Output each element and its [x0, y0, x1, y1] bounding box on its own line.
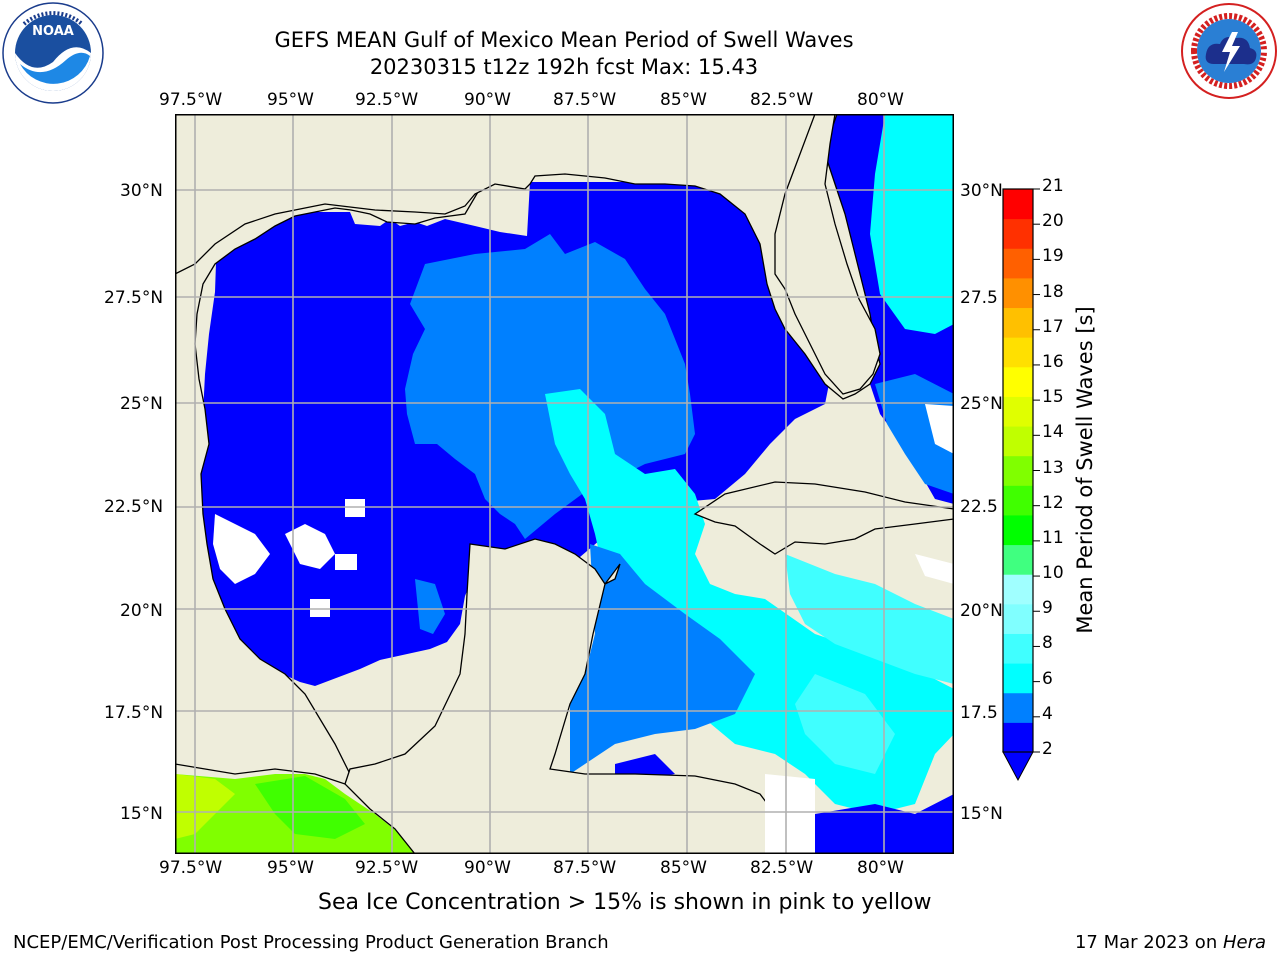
colorbar-svg: [1002, 188, 1040, 782]
lon-label-bottom: 90°W: [464, 858, 511, 878]
colorbar: [1000, 186, 1060, 786]
lat-label-left: 20°N: [120, 601, 163, 621]
colorbar-swatch: [1003, 485, 1033, 516]
colorbar-swatch: [1003, 722, 1033, 753]
footer-date: 17 Mar 2023 on: [1074, 932, 1223, 953]
lon-label-bottom: 85°W: [660, 858, 707, 878]
colorbar-tick: 20: [1042, 211, 1064, 232]
colorbar-swatch: [1003, 633, 1033, 664]
lat-label-left: 25°N: [120, 394, 163, 414]
colorbar-swatch: [1003, 307, 1033, 338]
lon-label-top: 92.5°W: [355, 90, 419, 110]
lat-label-left: 17.5°N: [104, 703, 164, 723]
colorbar-swatch: [1003, 692, 1033, 723]
lon-label-top: 80°W: [857, 90, 904, 110]
map-frame: [175, 114, 954, 854]
colorbar-swatch: [1003, 218, 1033, 249]
gridlines: [175, 114, 954, 854]
colorbar-tick: 6: [1042, 668, 1053, 689]
swell-band-2-4s: [570, 544, 755, 774]
colorbar-tick: 21: [1042, 176, 1064, 196]
colorbar-tick: 14: [1042, 422, 1064, 443]
map-title: GEFS MEAN Gulf of Mexico Mean Period of …: [274, 28, 854, 52]
swell-band-2-4s: [875, 374, 954, 494]
footer-timestamp: 17 Mar 2023 on Hera: [1075, 932, 1266, 953]
svg-text:NOAA: NOAA: [32, 24, 74, 39]
colorbar-tick: 9: [1042, 598, 1053, 619]
colorbar-swatch: [1003, 396, 1033, 427]
colorbar-swatch: [1003, 337, 1033, 368]
map-subtitle: 20230315 t12z 192h fcst Max: 15.43: [369, 55, 759, 79]
map-panel: [174, 65, 1280, 855]
lon-label-top: 95°W: [267, 90, 314, 110]
lat-label-left: 22.5°N: [104, 497, 164, 517]
lon-label-top: 90°W: [464, 90, 511, 110]
colorbar-tick: 18: [1042, 281, 1064, 302]
colorbar-swatch: [1003, 189, 1033, 220]
colorbar-tick: 11: [1042, 527, 1064, 548]
lat-label-left: 30°N: [120, 181, 163, 201]
missing-data-patches: [213, 404, 954, 854]
colorbar-tick: 15: [1042, 387, 1064, 408]
lat-label-left: 15°N: [120, 804, 163, 824]
swell-band-4-6s: [870, 114, 954, 334]
colorbar-label: Mean Period of Swell Waves [s]: [1073, 306, 1097, 634]
lat-label-right: 20°N: [960, 601, 1003, 621]
colorbar-swatch: [1003, 277, 1033, 309]
lon-label-top: 87.5°W: [553, 90, 617, 110]
colorbar-extend-triangle: [1002, 751, 1034, 782]
colorbar-swatch: [1003, 514, 1033, 546]
colorbar-swatch: [1003, 544, 1033, 575]
swell-band-6-8s: [795, 674, 895, 774]
sea-ice-note-text: Sea Ice Concentration > 15% is shown in …: [318, 890, 932, 915]
swell-band-6-8s: [785, 554, 954, 684]
colorbar-tick: 8: [1042, 633, 1053, 654]
lon-label-bottom: 92.5°W: [355, 858, 419, 878]
nws-logo: [1180, 2, 1278, 100]
swell-band-2-4s: [415, 579, 445, 634]
colorbar-swatch: [1003, 663, 1033, 694]
pacific-swell-field-high: [175, 774, 235, 839]
lon-label-bottom: 97.5°W: [159, 858, 223, 878]
footer-machine: Hera: [1222, 932, 1266, 953]
lon-label-bottom: 87.5°W: [553, 858, 617, 878]
colorbar-tick: 12: [1042, 492, 1064, 513]
colorbar-tick: 13: [1042, 457, 1064, 478]
lon-label-bottom: 95°W: [267, 858, 314, 878]
lon-label-bottom: 82.5°W: [750, 858, 814, 878]
colorbar-tick: 16: [1042, 351, 1064, 372]
colorbar-tick: 17: [1042, 316, 1064, 337]
colorbar-swatch: [1003, 574, 1033, 605]
coastlines: [174, 113, 955, 855]
lat-label-right: 15°N: [960, 804, 1003, 824]
colorbar-tick: 10: [1042, 563, 1064, 584]
colorbar-swatch: [1003, 366, 1033, 397]
lat-label-left: 27.5°N: [104, 288, 164, 308]
lon-label-top: 85°W: [660, 90, 707, 110]
colorbar-tick: 4: [1042, 703, 1053, 724]
lat-label-right: 22.5: [960, 497, 998, 517]
lon-label-top: 97.5°W: [159, 90, 223, 110]
lat-label-right: 25°N: [960, 394, 1003, 414]
colorbar-tick-labels: 21 20 19 18 17 16 15 14 13 12 11 10 9 8 …: [1042, 176, 1102, 759]
colorbar-swatch: [1003, 248, 1033, 279]
map-svg: [174, 65, 1280, 855]
lon-label-top: 82.5°W: [750, 90, 814, 110]
pacific-swell-field-low: [255, 776, 365, 839]
lat-label-right: 17.5: [960, 703, 998, 723]
colorbar-tick: 19: [1042, 246, 1064, 267]
swell-band-0-2s: [615, 754, 675, 779]
lat-label-right: 30°N: [960, 181, 1003, 201]
colorbar-swatch: [1003, 455, 1033, 486]
footer-organization: NCEP/EMC/Verification Post Processing Pr…: [13, 932, 609, 953]
noaa-logo: NOAA: [2, 2, 104, 104]
colorbar-swatch: [1003, 426, 1033, 457]
lon-label-bottom: 80°W: [857, 858, 904, 878]
colorbar-tick: 2: [1042, 739, 1053, 759]
colorbar-swatch: [1003, 603, 1033, 634]
lat-label-right: 27.5: [960, 288, 998, 308]
